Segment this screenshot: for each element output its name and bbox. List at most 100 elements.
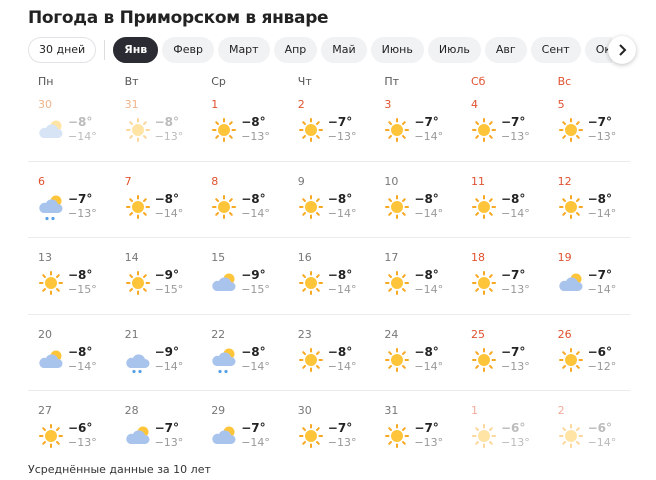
day-number: 28: [124, 404, 139, 417]
day-number: 12: [557, 174, 572, 188]
temp-low: −13°: [154, 436, 184, 449]
day-cell[interactable]: 15 −9° −15°: [211, 251, 291, 311]
day-number: 24: [384, 327, 399, 341]
day-cell[interactable]: 26 −6° −12°: [558, 328, 638, 388]
day-cell[interactable]: 30 −8° −14°: [38, 98, 118, 158]
day-number: 11: [471, 174, 485, 188]
month-tab[interactable]: Март: [217, 37, 270, 63]
day-cell[interactable]: 3 −7° −14°: [384, 98, 464, 158]
temp-low: −14°: [587, 206, 617, 220]
icon-graphic: [212, 118, 237, 142]
day-number: 2: [557, 404, 565, 417]
day-cell[interactable]: 14 −9° −15°: [125, 251, 205, 311]
month-tab[interactable]: Май: [321, 37, 367, 63]
day-cell[interactable]: 17 −8° −14°: [384, 251, 464, 311]
temp-high: −9°: [154, 344, 179, 359]
day-cell[interactable]: 2 −6° −14°: [558, 404, 638, 464]
weather-icon: [125, 193, 153, 227]
day-cell[interactable]: 29 −7° −14°: [211, 404, 291, 464]
month-tab[interactable]: 30 дней: [28, 37, 106, 63]
temp-low: −13°: [241, 130, 270, 143]
day-cell[interactable]: 21 −9° −14°: [125, 328, 205, 388]
month-tab[interactable]: Сент: [530, 37, 581, 63]
weather-icon: [298, 269, 326, 303]
month-tab[interactable]: Июнь: [370, 37, 424, 63]
month-tab[interactable]: Июль: [427, 37, 481, 63]
next-arrow[interactable]: [608, 36, 636, 64]
temp-high: −8°: [327, 191, 353, 206]
month-tab[interactable]: Авг: [484, 37, 527, 63]
temp-low: −14°: [241, 359, 270, 373]
icon-graphic: [558, 424, 583, 448]
weather-icon: [125, 422, 153, 456]
temp-high: −8°: [327, 344, 353, 359]
weather-icon: [471, 269, 499, 303]
temp-low: −13°: [154, 130, 184, 143]
temp-high: −7°: [327, 421, 353, 435]
icon-graphic: [212, 426, 236, 444]
temp-low: −13°: [327, 130, 357, 143]
day-cell[interactable]: 24 −8° −14°: [384, 328, 464, 388]
day-cell[interactable]: 11 −8° −14°: [471, 175, 551, 235]
temp-high: −8°: [501, 191, 526, 206]
weather-icon: [211, 116, 239, 150]
weather-icon: [38, 116, 66, 150]
day-cell[interactable]: 31 −7° −13°: [384, 404, 464, 464]
weather-icon: [298, 346, 326, 380]
weather-icon: [384, 422, 412, 456]
day-cell[interactable]: 1 −6° −13°: [471, 404, 551, 464]
temp-high: −7°: [501, 115, 526, 129]
day-cell[interactable]: 23 −8° −14°: [298, 328, 378, 388]
day-cell[interactable]: 2 −7° −13°: [298, 98, 378, 158]
day-cell[interactable]: 28 −7° −13°: [125, 404, 205, 464]
temp-high: −8°: [68, 115, 93, 129]
day-cell[interactable]: 20 −8° −14°: [38, 328, 118, 388]
icon-graphic: [212, 348, 236, 373]
day-cell[interactable]: 18 −7° −13°: [471, 251, 551, 311]
day-number: 23: [297, 327, 312, 341]
day-number: 27: [38, 404, 52, 417]
day-cell[interactable]: 30 −7° −13°: [298, 404, 378, 464]
temp-high: −8°: [241, 344, 266, 359]
month-tab[interactable]: Янв: [113, 37, 159, 63]
day-cell[interactable]: 13 −8° −15°: [38, 251, 118, 311]
day-cell[interactable]: 27 −6° −13°: [38, 404, 118, 464]
day-number: 2: [297, 98, 305, 111]
day-number: 10: [384, 174, 399, 188]
temp-low: −14°: [68, 130, 97, 143]
day-cell[interactable]: 9 −8° −14°: [298, 175, 378, 235]
day-cell[interactable]: 19 −7° −14°: [558, 251, 638, 311]
day-number: 15: [211, 251, 226, 264]
month-tab[interactable]: Окт: [584, 37, 612, 63]
icon-graphic: [298, 424, 323, 448]
day-cell[interactable]: 10 −8° −14°: [384, 175, 464, 235]
temp-high: −9°: [154, 268, 179, 282]
month-tab[interactable]: Апр: [273, 37, 318, 63]
month-tab[interactable]: Февр: [162, 37, 214, 63]
day-cell[interactable]: 6 −7° −13°: [38, 175, 118, 235]
day-cell[interactable]: 12 −8° −14°: [558, 175, 638, 235]
day-cell[interactable]: 8 −8° −14°: [211, 175, 291, 235]
weather-icon: [558, 422, 586, 456]
weather-icon: [211, 346, 239, 380]
weather-icon: [38, 422, 66, 456]
weekday: Чт: [297, 75, 312, 88]
weekday: Вт: [124, 75, 139, 88]
day-cell[interactable]: 1 −8° −13°: [211, 98, 291, 158]
temp-high: −8°: [587, 191, 612, 206]
temp-high: −7°: [68, 191, 93, 206]
day-cell[interactable]: 16 −8° −14°: [298, 251, 378, 311]
weather-icon: [558, 193, 586, 227]
icon-graphic: [212, 273, 236, 291]
weather-icon: [558, 269, 586, 303]
day-cell[interactable]: 31 −8° −13°: [125, 98, 205, 158]
temp-low: −13°: [501, 436, 530, 449]
day-cell[interactable]: 4 −7° −13°: [471, 98, 551, 158]
day-cell[interactable]: 7 −8° −14°: [125, 175, 205, 235]
day-cell[interactable]: 25 −7° −13°: [471, 328, 551, 388]
icon-graphic: [125, 353, 150, 373]
row-separator: [28, 390, 630, 391]
temp-high: −8°: [68, 344, 93, 359]
day-cell[interactable]: 22 −8° −14°: [211, 328, 291, 388]
day-cell[interactable]: 5 −7° −13°: [558, 98, 638, 158]
